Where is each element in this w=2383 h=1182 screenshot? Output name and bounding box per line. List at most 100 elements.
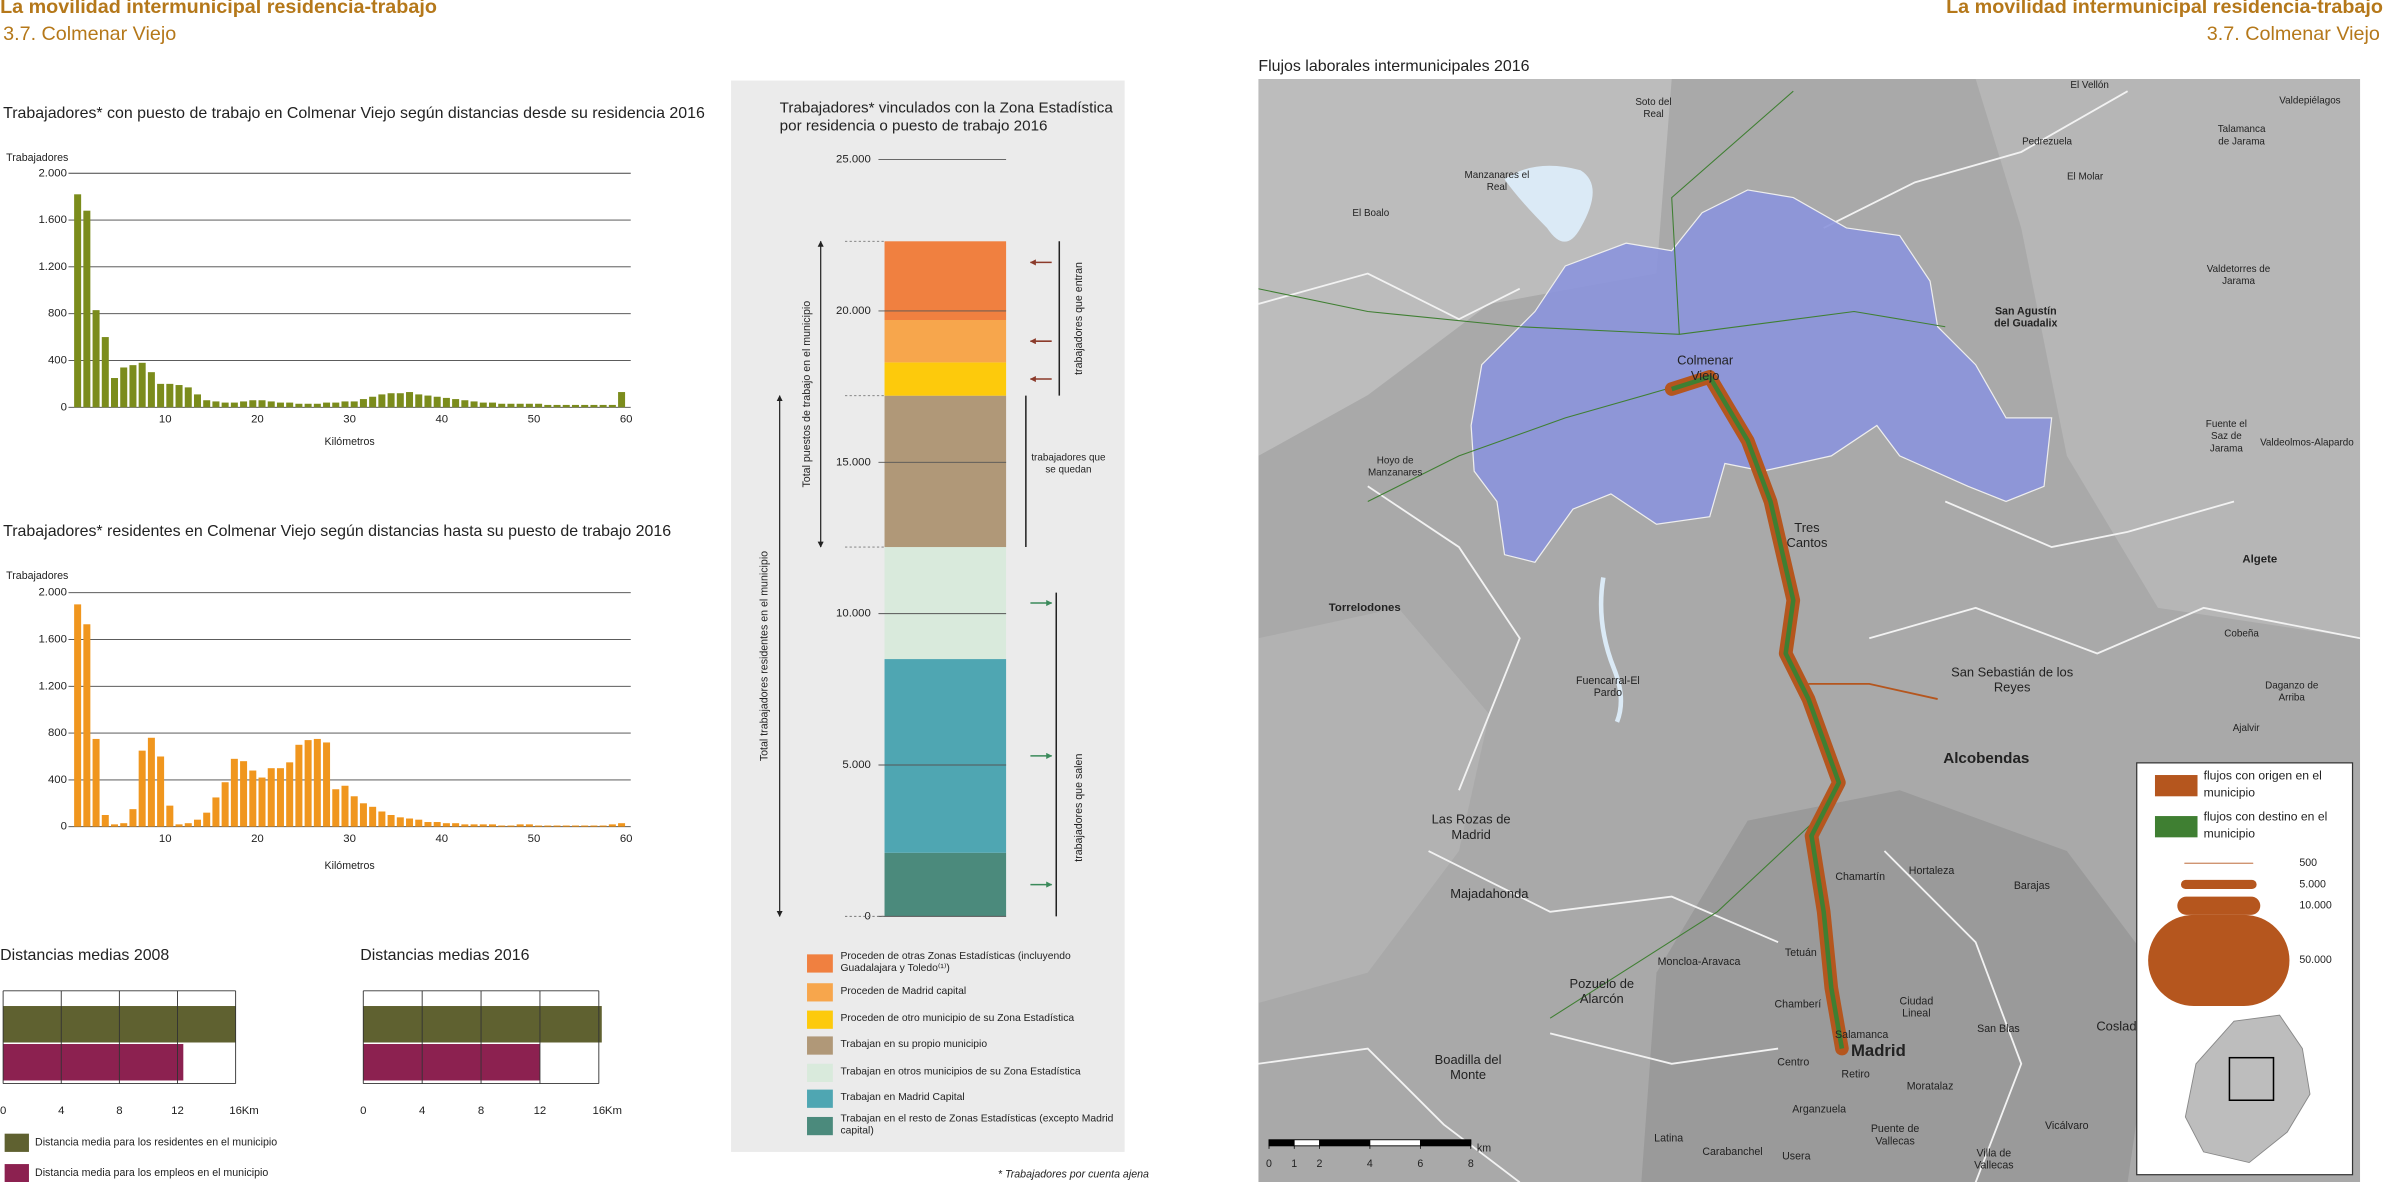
place-label: Fuencarral-El Pardo — [1575, 675, 1640, 700]
legend-label: Trabajan en otros municipios de su Zona … — [840, 1066, 1081, 1078]
histogram-bar — [590, 404, 598, 408]
legend-label: Proceden de Madrid capital — [840, 986, 967, 997]
legend-swatch — [807, 1116, 833, 1136]
histogram-bar — [387, 393, 395, 408]
size-label: 50.000 — [2299, 954, 2332, 966]
y-tick-label: 800 — [48, 727, 67, 739]
place-label-box: Ajalvir — [2233, 723, 2260, 734]
legend-label-box: Trabajan en el resto de Zonas Estadístic… — [840, 1114, 1113, 1137]
x-axis-label: Kilómetros — [325, 436, 375, 448]
x-tick-label: 30 — [343, 833, 356, 845]
histogram-bar — [525, 403, 533, 408]
histogram-bar — [433, 822, 441, 827]
histogram-bar — [599, 825, 607, 827]
histogram-bar — [286, 762, 294, 827]
place-label: Usera — [1782, 1151, 1811, 1163]
place-label-box: Vicálvaro — [2045, 1121, 2089, 1132]
stacked-segment — [884, 547, 1007, 660]
header-subtitle: 3.7. Colmenar Viejo — [3, 23, 176, 45]
place-label-box: Madrid — [1851, 1042, 1906, 1060]
place-label-box: Valdetorres de Jarama — [2207, 264, 2271, 287]
histogram-bar — [157, 756, 165, 827]
scale-label: 8 — [1468, 1158, 1474, 1170]
place-label: Villa de Vallecas — [1974, 1148, 2014, 1172]
histogram-bar — [350, 796, 358, 827]
boundary — [1258, 1047, 1521, 1182]
legend-swatch — [807, 1010, 833, 1029]
place-label-box: El Boalo — [1352, 208, 1389, 219]
histogram-bar — [544, 404, 552, 408]
place-label-box: Daganzo de Arriba — [2265, 681, 2318, 704]
histogram-bar — [295, 403, 303, 408]
legend-label-box: flujos con destino en el municipio — [2204, 810, 2328, 840]
x-tick-label: 60 — [620, 413, 633, 425]
chart-title: Distancias medias 2016 — [360, 947, 529, 964]
place-label: Coslada — [2096, 1018, 2144, 1034]
place-label-box: San Agustín del Guadalix — [1994, 306, 2057, 330]
place-label-box: Algete — [2242, 550, 2278, 565]
legend-swatch — [4, 1133, 29, 1152]
y-tick-label: 0 — [865, 910, 871, 922]
histogram-bar — [221, 402, 229, 408]
y-tick-label: 15.000 — [836, 456, 871, 468]
histogram-bar — [304, 403, 312, 408]
place-label: Alcobendas — [1943, 751, 2030, 768]
municipality-area — [1470, 189, 2053, 563]
y-tick-label: 1.600 — [38, 633, 66, 645]
boundary — [1428, 850, 1779, 944]
place-label: Pozuelo de Alarcón — [1569, 975, 1635, 1007]
x-tick-label: 40 — [435, 833, 448, 845]
map: Soto del Real El Vellón Valdepiélagos Pedre… — [1258, 79, 2361, 1182]
y-tick-label: 800 — [48, 308, 67, 320]
y-tick-label: 10.000 — [836, 608, 871, 620]
inset-map — [2184, 1014, 2311, 1164]
histogram-bar — [415, 819, 423, 827]
place-label-box: Chamberí — [1774, 1000, 1821, 1011]
place-label: Valdepiélagos — [2279, 95, 2341, 107]
histogram-bar — [452, 823, 460, 827]
minor-flow — [1808, 682, 1938, 700]
histogram-bar — [332, 402, 340, 408]
histogram-bar — [507, 403, 515, 408]
histogram-bar — [74, 194, 82, 408]
place-label-box: Villa de Vallecas — [1974, 1148, 2014, 1172]
y-tick-label: 1.200 — [38, 680, 66, 692]
histogram-bar — [129, 809, 137, 827]
place-label-box: Las Rozas de Madrid — [1431, 811, 1511, 842]
place-label: Algete — [2242, 550, 2278, 565]
flow-destination — [1671, 374, 1845, 1049]
place-label-box: Soto del Real — [1635, 97, 1671, 120]
histogram-bar — [350, 401, 358, 408]
histogram-bar — [147, 737, 155, 827]
place-label: Arganzuela — [1792, 1104, 1847, 1116]
y-tick-label: 0 — [61, 401, 67, 413]
urban-area — [1641, 790, 2159, 1182]
legend-label: Proceden de otras Zonas Estadísticas (in… — [840, 951, 1071, 975]
histogram-bar — [313, 403, 321, 408]
scale-label: 4 — [1367, 1158, 1373, 1170]
histogram-bar — [553, 825, 561, 827]
place-label-box: Retiro — [1841, 1069, 1869, 1080]
terrain — [1975, 79, 2361, 639]
histogram-bar — [212, 401, 220, 408]
x-tick-label: 8 — [478, 1105, 484, 1117]
place-label: Cobeña — [2224, 629, 2259, 640]
x-tick-label: 10 — [159, 413, 172, 425]
histogram-bar — [193, 819, 201, 827]
boundary — [1367, 485, 1521, 791]
header-title: La movilidad intermunicipal residencia-t… — [1946, 0, 2383, 18]
boundary — [1823, 90, 2129, 229]
x-tick-label: 30 — [343, 413, 356, 425]
place-label-box: Fuencarral-El Pardo — [1575, 675, 1640, 700]
header-subtitle: 3.7. Colmenar Viejo — [2207, 23, 2380, 45]
minor-flow — [1549, 805, 1832, 1019]
y-tick-label: 2.000 — [38, 587, 66, 599]
place-label-box: Hortaleza — [1908, 865, 1955, 877]
scale-label: 6 — [1417, 1158, 1423, 1170]
bar — [363, 1044, 540, 1081]
place-label: Centro — [1777, 1057, 1810, 1068]
legend-swatch — [807, 1089, 833, 1108]
place-label: Hortaleza — [1908, 865, 1955, 877]
place-label: Las Rozas de Madrid — [1431, 811, 1511, 842]
